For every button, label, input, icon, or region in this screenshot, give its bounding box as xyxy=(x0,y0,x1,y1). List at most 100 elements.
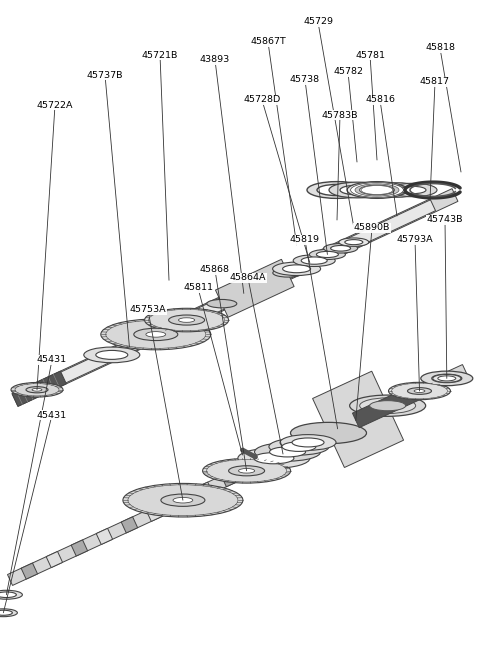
Ellipse shape xyxy=(316,252,338,257)
Ellipse shape xyxy=(339,238,369,246)
Text: 45864A: 45864A xyxy=(230,274,266,282)
Ellipse shape xyxy=(350,183,403,197)
Ellipse shape xyxy=(340,185,374,195)
Ellipse shape xyxy=(414,390,425,392)
Ellipse shape xyxy=(0,609,17,616)
Ellipse shape xyxy=(0,610,12,615)
Ellipse shape xyxy=(84,347,140,363)
Ellipse shape xyxy=(96,350,128,360)
Ellipse shape xyxy=(370,401,406,411)
Text: 45816: 45816 xyxy=(365,96,395,105)
Polygon shape xyxy=(121,517,138,533)
Polygon shape xyxy=(61,200,435,383)
Ellipse shape xyxy=(301,257,327,264)
Text: 45722A: 45722A xyxy=(37,100,73,109)
Ellipse shape xyxy=(433,375,461,383)
Ellipse shape xyxy=(273,262,321,276)
Ellipse shape xyxy=(389,183,437,196)
Polygon shape xyxy=(12,189,458,406)
Ellipse shape xyxy=(388,383,451,400)
Polygon shape xyxy=(146,505,163,521)
Ellipse shape xyxy=(238,448,310,468)
Ellipse shape xyxy=(123,483,243,517)
Ellipse shape xyxy=(168,315,204,325)
Text: 45868: 45868 xyxy=(200,265,230,274)
Text: 45728D: 45728D xyxy=(243,96,281,105)
Ellipse shape xyxy=(290,422,367,443)
Ellipse shape xyxy=(360,185,395,195)
Text: 45743B: 45743B xyxy=(427,215,463,225)
Polygon shape xyxy=(196,482,213,498)
Text: 45729: 45729 xyxy=(303,18,333,26)
Ellipse shape xyxy=(360,398,416,413)
Polygon shape xyxy=(8,365,468,586)
Text: 45737B: 45737B xyxy=(87,71,123,79)
Polygon shape xyxy=(21,563,37,579)
Ellipse shape xyxy=(307,181,367,198)
Ellipse shape xyxy=(128,485,238,515)
Ellipse shape xyxy=(254,453,294,464)
Ellipse shape xyxy=(438,376,456,381)
Ellipse shape xyxy=(293,255,335,267)
Text: 45817: 45817 xyxy=(420,77,450,86)
Polygon shape xyxy=(46,552,62,568)
Ellipse shape xyxy=(345,240,363,245)
Ellipse shape xyxy=(329,182,385,198)
Ellipse shape xyxy=(392,383,447,399)
Ellipse shape xyxy=(203,458,290,483)
Ellipse shape xyxy=(26,386,48,393)
Ellipse shape xyxy=(32,388,42,391)
Ellipse shape xyxy=(408,388,432,394)
Ellipse shape xyxy=(270,447,306,457)
Text: 45431: 45431 xyxy=(37,356,67,364)
Ellipse shape xyxy=(292,438,324,447)
Ellipse shape xyxy=(282,442,316,451)
Polygon shape xyxy=(96,529,113,544)
Polygon shape xyxy=(171,494,188,510)
Text: 45783B: 45783B xyxy=(322,111,358,119)
Ellipse shape xyxy=(206,460,287,482)
Text: 45890B: 45890B xyxy=(354,223,390,233)
Ellipse shape xyxy=(400,187,426,194)
Text: 45782: 45782 xyxy=(333,67,363,77)
Ellipse shape xyxy=(349,395,426,417)
Polygon shape xyxy=(221,470,238,487)
Ellipse shape xyxy=(269,438,329,455)
Text: 45431: 45431 xyxy=(37,411,67,419)
Ellipse shape xyxy=(134,328,178,341)
Ellipse shape xyxy=(421,371,473,386)
Ellipse shape xyxy=(101,319,211,350)
Ellipse shape xyxy=(347,181,407,198)
Polygon shape xyxy=(352,384,423,428)
Ellipse shape xyxy=(317,185,357,196)
Text: 45811: 45811 xyxy=(183,284,213,293)
Ellipse shape xyxy=(11,383,63,397)
Text: 45818: 45818 xyxy=(425,43,455,52)
Ellipse shape xyxy=(371,183,423,197)
Polygon shape xyxy=(216,259,294,317)
Ellipse shape xyxy=(106,320,206,348)
Ellipse shape xyxy=(432,374,462,383)
Ellipse shape xyxy=(283,265,311,272)
Ellipse shape xyxy=(273,269,303,277)
Ellipse shape xyxy=(228,466,264,476)
Ellipse shape xyxy=(0,590,23,599)
Ellipse shape xyxy=(239,468,255,473)
Text: 45819: 45819 xyxy=(290,236,320,244)
Ellipse shape xyxy=(324,244,358,253)
Polygon shape xyxy=(71,540,87,556)
Ellipse shape xyxy=(280,435,336,450)
Ellipse shape xyxy=(355,184,399,196)
Ellipse shape xyxy=(0,592,16,597)
Text: 45721B: 45721B xyxy=(142,50,178,60)
Ellipse shape xyxy=(361,185,393,195)
Polygon shape xyxy=(312,371,404,468)
Polygon shape xyxy=(12,371,66,406)
Text: 45867T: 45867T xyxy=(250,37,286,47)
Ellipse shape xyxy=(149,309,225,331)
Ellipse shape xyxy=(144,309,228,332)
Ellipse shape xyxy=(146,331,166,337)
Text: 43893: 43893 xyxy=(200,56,230,64)
Ellipse shape xyxy=(15,384,59,396)
Ellipse shape xyxy=(173,497,193,503)
